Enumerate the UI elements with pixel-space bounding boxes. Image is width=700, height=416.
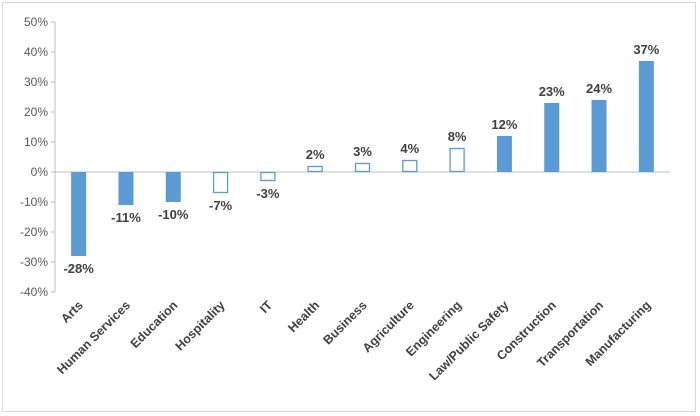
y-tick-label: 10% xyxy=(24,135,48,149)
y-tick-label: -20% xyxy=(20,225,48,239)
y-tick-label: -40% xyxy=(20,285,48,299)
bar-engineering xyxy=(449,147,465,173)
data-label: 8% xyxy=(448,129,467,144)
bar-agriculture xyxy=(402,159,418,173)
y-tick-label: 40% xyxy=(24,45,48,59)
bar-it xyxy=(260,171,276,182)
data-label: 12% xyxy=(491,117,517,132)
bars xyxy=(71,61,654,256)
bar-business xyxy=(354,162,371,173)
category-label: Law/Public Safety xyxy=(426,298,511,383)
bar-law-public-safety xyxy=(496,136,512,172)
category-label: IT xyxy=(257,298,275,316)
bar-hospitality xyxy=(212,171,229,194)
y-tick-label: 30% xyxy=(24,75,48,89)
data-label: -11% xyxy=(111,210,141,225)
category-label: Health xyxy=(285,298,322,335)
y-tick-label: -30% xyxy=(20,255,48,269)
data-label: 24% xyxy=(586,81,612,96)
bar-transportation xyxy=(591,100,607,172)
data-label: -10% xyxy=(158,207,189,222)
data-label: -7% xyxy=(209,198,233,213)
y-axis: 50% 40% 30% 20% 10% 0% -10% -20% -30% -40% xyxy=(20,15,670,299)
category-label: Arts xyxy=(58,298,86,326)
y-tick-label: 50% xyxy=(24,15,48,29)
y-tick-label: -10% xyxy=(20,195,48,209)
category-label: Business xyxy=(320,298,369,347)
data-label: 3% xyxy=(353,144,372,159)
bar-construction xyxy=(544,103,560,172)
category-label: Hospitality xyxy=(173,298,228,353)
bar-manufacturing xyxy=(638,61,654,172)
bar-education xyxy=(165,172,181,202)
data-label: 23% xyxy=(539,84,565,99)
bar-human-services xyxy=(118,172,134,205)
bar-arts xyxy=(71,172,87,256)
data-label: -28% xyxy=(63,261,94,276)
bar-health xyxy=(307,165,323,173)
y-tick-label: 0% xyxy=(31,165,49,179)
data-label: 4% xyxy=(400,141,419,156)
data-label: 2% xyxy=(306,147,325,162)
y-tick-label: 20% xyxy=(24,105,48,119)
chart-frame xyxy=(2,2,696,412)
data-label: -3% xyxy=(256,186,280,201)
data-labels: -28% -11% -10% -7% -3% 2% 3% 4% 8% 12% 23% 24% 37% xyxy=(63,42,659,276)
data-label: 37% xyxy=(633,42,659,57)
